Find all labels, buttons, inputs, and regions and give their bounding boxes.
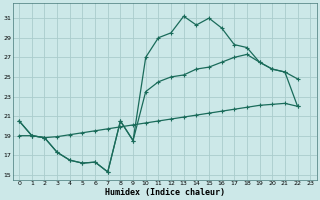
X-axis label: Humidex (Indice chaleur): Humidex (Indice chaleur) <box>105 188 225 197</box>
